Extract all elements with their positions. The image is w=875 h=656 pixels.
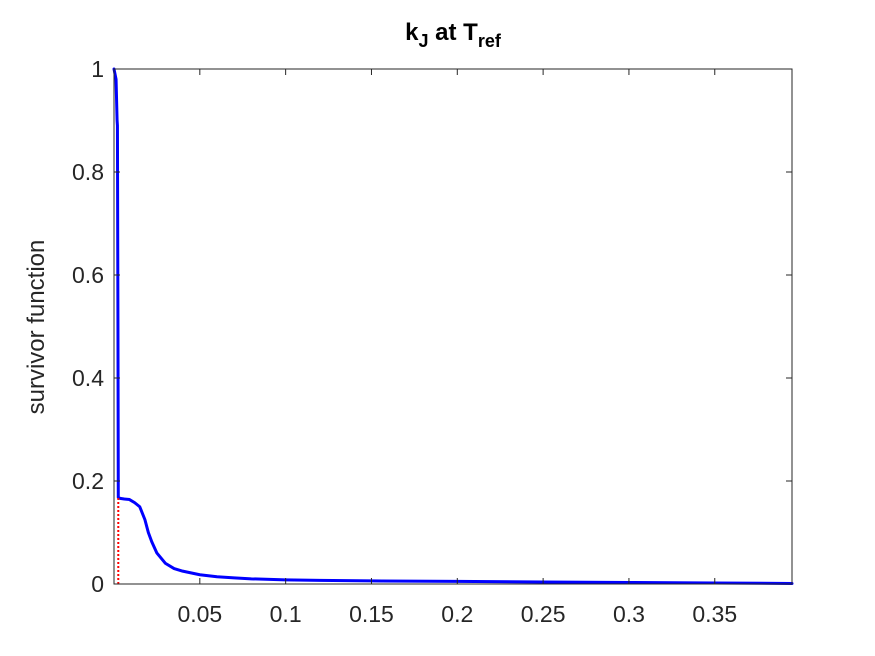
y-tick-label: 0.2 [72,468,104,494]
x-tick-label: 0.15 [349,601,394,627]
title-k: k [405,19,419,46]
x-tick-label: 0.05 [177,601,222,627]
axes-box [113,68,793,585]
x-tick-label: 0.2 [441,601,473,627]
y-axis-ticks: 0 0.2 0.4 0.6 0.8 1 [72,56,792,597]
y-tick-label: 0.4 [72,365,104,391]
chart-title: kJ at Tref [405,19,502,51]
title-sub-j: J [418,31,428,51]
x-tick-label: 0.25 [521,601,566,627]
y-tick-label: 1 [91,56,104,82]
x-tick-label: 0.3 [613,601,645,627]
y-tick-label: 0 [91,571,104,597]
x-tick-label: 0.35 [692,601,737,627]
title-at-t: at T [429,19,479,46]
x-axis-ticks: 0.05 0.1 0.15 0.2 0.25 0.3 0.35 [177,69,737,627]
y-tick-label: 0.6 [72,262,104,288]
y-axis-label: survivor function [23,240,50,415]
plot-area [114,69,792,584]
title-sub-ref: ref [478,31,502,51]
y-tick-label: 0.8 [72,159,104,185]
x-tick-label: 0.1 [270,601,302,627]
